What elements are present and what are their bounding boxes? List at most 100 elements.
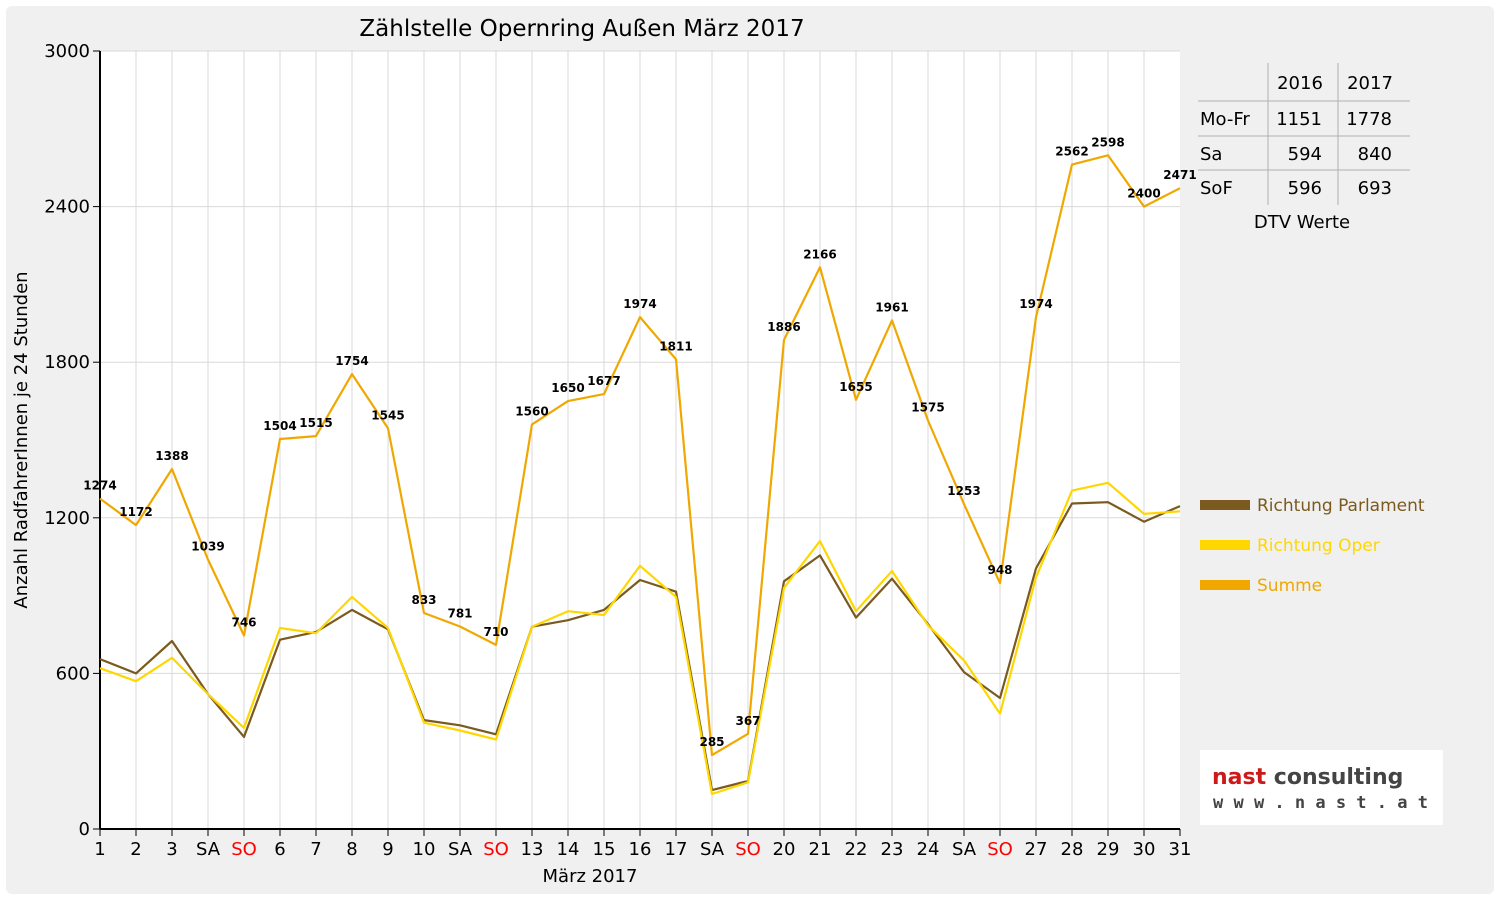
series-line-2 [99,154,1181,757]
x-tick-label: 16 [629,839,652,860]
data-label: 1172 [119,505,152,519]
y-axis-title: Anzahl RadfahrerInnen je 24 Stunden [11,271,32,608]
data-label: 1274 [83,479,116,493]
data-label: 1388 [155,449,188,463]
x-tick-label: 3 [166,839,177,860]
data-label: 1515 [299,416,332,430]
data-label: 1560 [515,404,548,418]
data-label: 1754 [335,354,368,368]
x-tick-label: 17 [665,839,688,860]
x-tick-label: 15 [593,839,616,860]
grid [100,50,1180,829]
x-tick-label: 6 [274,839,285,860]
brand-name-part1: nast [1212,765,1267,790]
y-tick-label: 1800 [44,352,90,373]
x-tick-label: 24 [917,839,940,860]
x-tick-label: 22 [845,839,868,860]
data-label: 710 [483,625,508,639]
data-label: 367 [735,714,760,728]
legend-swatch [1200,500,1250,510]
x-tick-label: 2 [130,839,141,860]
x-tick-label: 23 [881,839,904,860]
dtv-row-label: SoF [1200,178,1233,199]
dtv-table-caption: DTV Werte [1254,212,1350,233]
x-tick-label: SA [700,839,725,860]
data-label: 2471 [1163,168,1196,182]
x-tick-label: 10 [413,839,436,860]
legend-label: Richtung Parlament [1257,496,1425,516]
dtv-row-label: Sa [1200,144,1222,165]
dtv-cell: 693 [1358,178,1392,199]
data-label: 285 [699,735,724,749]
dtv-cell: 596 [1288,178,1322,199]
x-tick-label: SA [952,839,977,860]
data-label: 833 [411,593,436,607]
y-tick-label: 2400 [44,197,90,218]
dtv-cell: 1151 [1276,109,1322,130]
x-tick-label: SO [231,839,257,860]
dtv-cell: 1778 [1346,109,1392,130]
data-label: 2562 [1055,145,1088,159]
y-tick-label: 0 [79,819,90,840]
x-tick-label: 1 [94,839,105,860]
data-label: 2166 [803,247,836,261]
brand-url: w w w . n a s t . a t [1213,793,1428,813]
data-label: 1575 [911,401,944,415]
x-tick-label: SA [448,839,473,860]
data-label: 1650 [551,381,584,395]
brand-box [1200,750,1443,825]
x-tick-label: 7 [310,839,321,860]
x-tick-label: 8 [346,839,357,860]
data-label: 1253 [947,484,980,498]
dtv-row-label: Mo-Fr [1200,109,1250,130]
data-label: 1961 [875,300,908,314]
dtv-table: DTV Werte 2016 2017 Mo-Fr 1151 1778 Sa 594 840 S… [1198,63,1410,233]
x-tick-label: SO [735,839,761,860]
data-label: 1504 [263,419,296,433]
dtv-header: 2017 [1347,73,1393,94]
data-label: 948 [987,563,1012,577]
legend-swatch [1200,580,1250,590]
brand-name-part2: consulting [1266,765,1403,790]
x-tick-label: 31 [1169,839,1192,860]
series-line-1 [99,481,1181,796]
data-label: 1974 [623,297,656,311]
legend-swatch [1200,540,1250,550]
data-label: 1545 [371,408,404,422]
x-tick-label: 20 [773,839,796,860]
dtv-cell: 594 [1288,144,1322,165]
brand-logo: nast consulting w w w . n a s t . a t [1200,750,1443,825]
x-axis-title: März 2017 [543,866,638,887]
series-lines [99,154,1181,796]
x-tick-label: 29 [1097,839,1120,860]
x-tick-label: 27 [1025,839,1048,860]
brand-name: nast consulting [1212,765,1403,790]
legend: Richtung Parlament Richtung Oper Summe [1200,496,1425,596]
data-label: 1655 [839,380,872,394]
dtv-header: 2016 [1277,73,1323,94]
x-tick-label: 28 [1061,839,1084,860]
series-line-0 [99,501,1181,792]
x-tick-label: SO [483,839,509,860]
chart-title: Zählstelle Opernring Außen März 2017 [359,16,804,42]
data-label: 1811 [659,339,692,353]
x-tick-label: 21 [809,839,832,860]
x-tick-label: 30 [1133,839,1156,860]
legend-label: Summe [1257,576,1322,596]
y-tick-label: 3000 [44,41,90,62]
data-label: 1677 [587,374,620,388]
y-tick-label: 600 [56,663,90,684]
y-tick-label: 1200 [44,508,90,529]
x-tick-label: SO [987,839,1013,860]
x-tick-label: SA [196,839,221,860]
x-tick-label: 14 [557,839,580,860]
x-tick-label: 9 [382,839,393,860]
data-label: 1039 [191,540,224,554]
x-tick-label: 13 [521,839,544,860]
dtv-cell: 840 [1358,144,1392,165]
data-label: 1886 [767,320,800,334]
data-label: 781 [447,606,472,620]
